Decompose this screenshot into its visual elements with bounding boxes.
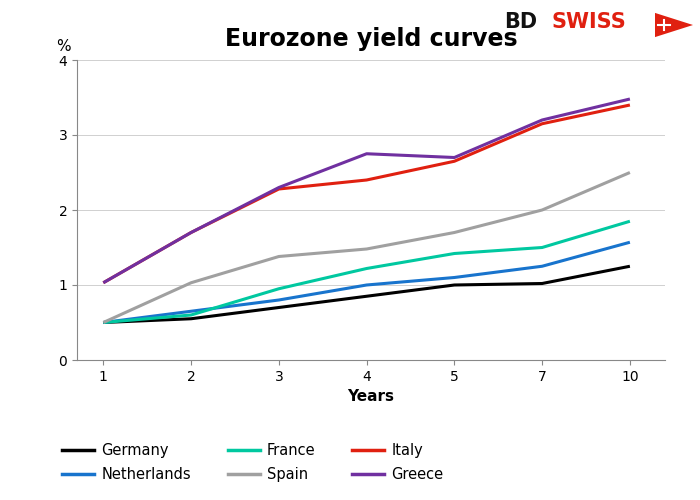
- France: [187, 312, 195, 318]
- Italy: [363, 177, 371, 183]
- Spain: [99, 320, 108, 326]
- Netherlands: [187, 308, 195, 314]
- Greece: [626, 96, 634, 102]
- France: [538, 244, 546, 250]
- Spain: [538, 207, 546, 213]
- Greece: [187, 230, 195, 235]
- Greece: [99, 280, 108, 286]
- Germany: [538, 280, 546, 286]
- Italy: [538, 120, 546, 126]
- Line: Greece: Greece: [104, 99, 630, 283]
- Text: BD: BD: [504, 12, 537, 32]
- France: [626, 218, 634, 224]
- Greece: [363, 151, 371, 157]
- Germany: [626, 263, 634, 269]
- Italy: [187, 230, 195, 235]
- Netherlands: [363, 282, 371, 288]
- Spain: [363, 246, 371, 252]
- Netherlands: [626, 240, 634, 246]
- Germany: [99, 320, 108, 326]
- Greece: [538, 117, 546, 123]
- Germany: [187, 316, 195, 322]
- Netherlands: [450, 274, 459, 280]
- Germany: [274, 304, 283, 310]
- Title: Eurozone yield curves: Eurozone yield curves: [225, 27, 517, 51]
- Netherlands: [274, 297, 283, 303]
- France: [99, 320, 108, 326]
- Line: Netherlands: Netherlands: [104, 242, 630, 322]
- X-axis label: Years: Years: [347, 390, 395, 404]
- Text: SWISS: SWISS: [552, 12, 626, 32]
- Italy: [99, 280, 108, 286]
- Line: Italy: Italy: [104, 105, 630, 283]
- Spain: [626, 170, 634, 175]
- Line: Germany: Germany: [104, 266, 630, 322]
- Germany: [363, 293, 371, 299]
- Netherlands: [99, 320, 108, 326]
- Netherlands: [538, 263, 546, 269]
- Text: %: %: [57, 39, 71, 54]
- Greece: [450, 154, 459, 160]
- France: [274, 286, 283, 292]
- Polygon shape: [654, 12, 693, 38]
- Line: France: France: [104, 221, 630, 322]
- Italy: [626, 102, 634, 108]
- Greece: [274, 184, 283, 190]
- Italy: [450, 158, 459, 164]
- Spain: [450, 230, 459, 235]
- Italy: [274, 186, 283, 192]
- Germany: [450, 282, 459, 288]
- France: [363, 266, 371, 272]
- Spain: [187, 280, 195, 286]
- France: [450, 250, 459, 256]
- Line: Spain: Spain: [104, 172, 630, 322]
- Legend: Germany, Netherlands, France, Spain, Italy, Greece: Germany, Netherlands, France, Spain, Ita…: [56, 438, 449, 488]
- Spain: [274, 254, 283, 260]
